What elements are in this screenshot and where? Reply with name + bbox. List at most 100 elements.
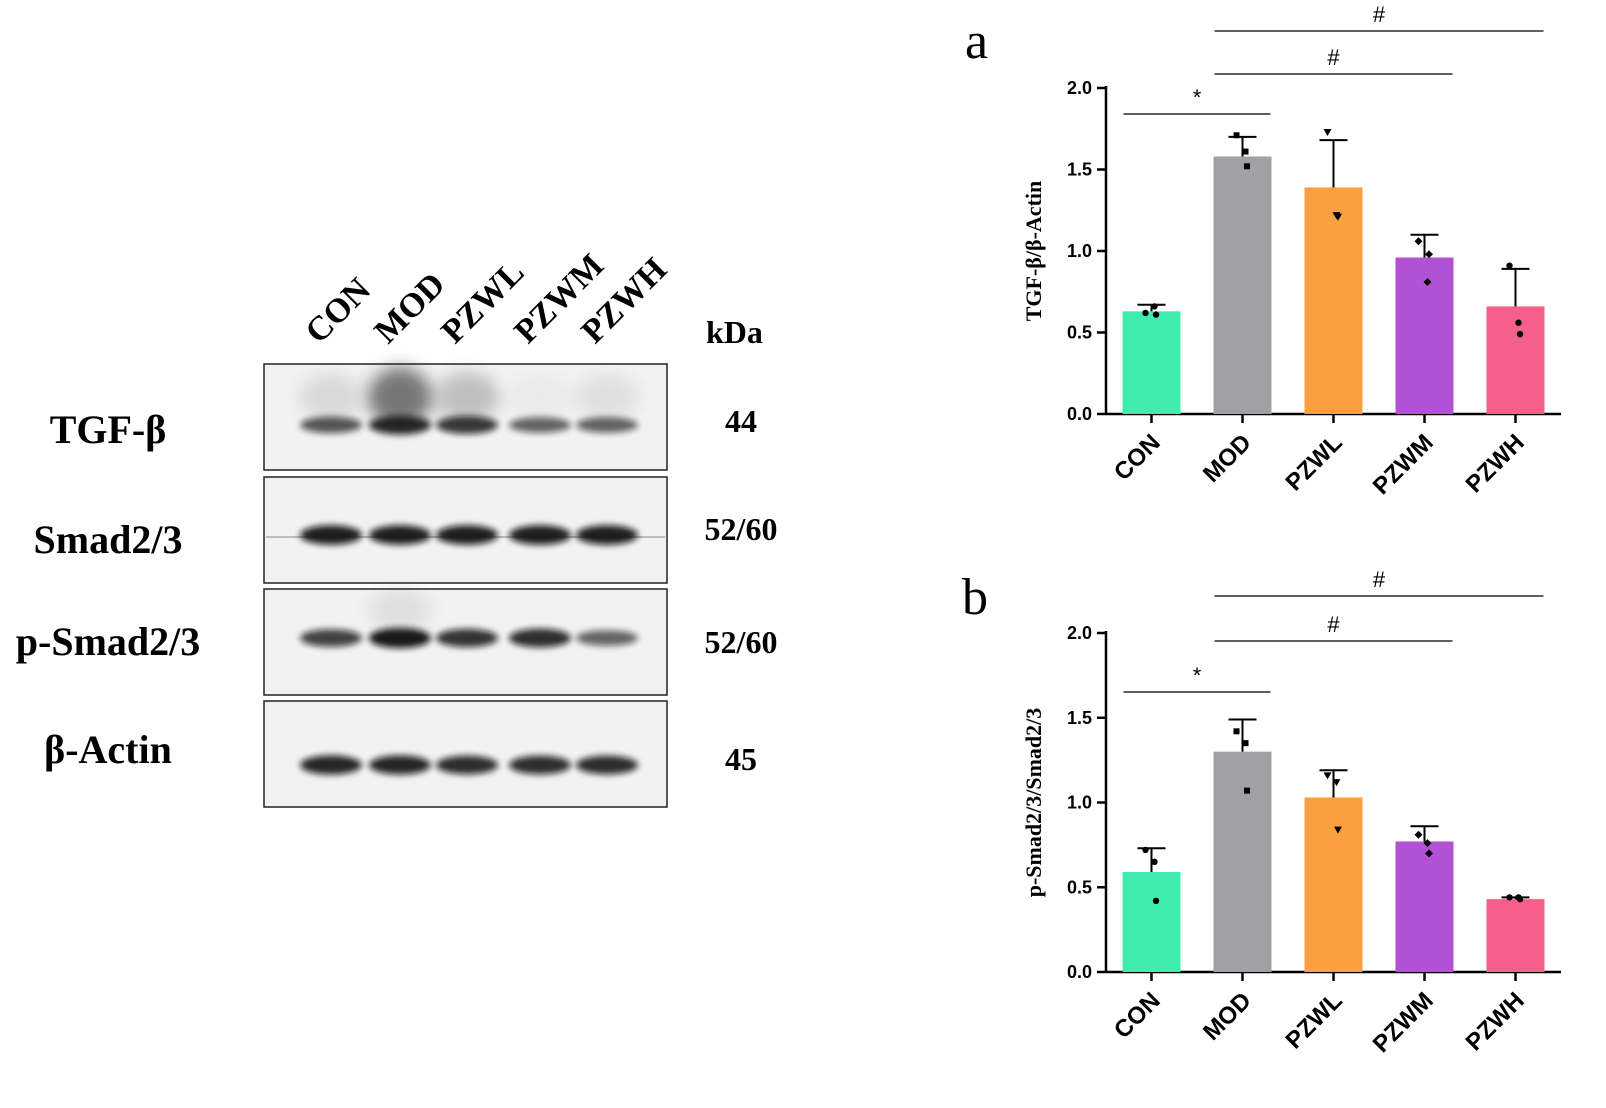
data-point	[1152, 897, 1160, 905]
y-tick-label: 0.0	[1067, 404, 1092, 424]
data-point	[1142, 309, 1149, 317]
data-point	[1233, 132, 1240, 139]
data-point	[1152, 311, 1160, 318]
lane-label-con: CON	[298, 271, 378, 351]
bar-mod	[1213, 156, 1272, 414]
bar-pzwl	[1304, 797, 1363, 972]
x-tick-label: MOD	[1198, 987, 1257, 1046]
data-point	[1425, 250, 1433, 259]
bar-mod	[1213, 751, 1272, 972]
significance-marker: #	[1373, 2, 1386, 27]
bar-con	[1122, 871, 1181, 972]
x-tick-label: PZWH	[1461, 429, 1530, 498]
kda-value: 45	[725, 741, 757, 777]
protein-label: p-Smad2/3	[16, 619, 201, 664]
y-tick-label: 2.0	[1067, 623, 1092, 643]
data-point	[1506, 262, 1513, 269]
blot-band	[436, 755, 498, 775]
data-point	[1332, 212, 1341, 220]
data-point	[1515, 894, 1522, 901]
blot-smear	[508, 374, 572, 420]
blot-band	[300, 416, 362, 434]
bar-pzwl	[1304, 187, 1363, 414]
kda-value: 44	[725, 403, 757, 439]
blot-smear	[299, 373, 363, 421]
data-point	[1242, 148, 1249, 155]
x-tick-label: PZWL	[1281, 429, 1348, 496]
y-tick-label: 1.0	[1067, 241, 1092, 261]
y-tick-label: 0.5	[1067, 323, 1092, 343]
blot-band	[509, 417, 571, 433]
data-point	[1242, 740, 1249, 747]
data-point	[1423, 839, 1432, 848]
data-point	[1151, 858, 1158, 866]
data-point	[1414, 830, 1423, 839]
blot-smear	[435, 372, 499, 422]
blot-row-3	[263, 587, 668, 696]
blot-band	[576, 630, 638, 646]
blot-band	[509, 525, 571, 545]
x-tick-label: PZWH	[1461, 987, 1530, 1056]
protein-label: β-Actin	[44, 727, 172, 772]
y-tick-label: 1.5	[1067, 708, 1092, 728]
blot-smear	[575, 374, 639, 420]
blot-band	[576, 417, 638, 433]
x-tick-label: MOD	[1198, 429, 1257, 488]
blot-band	[369, 525, 431, 545]
data-point	[1515, 319, 1522, 326]
blot-band	[300, 525, 362, 545]
significance-marker: #	[1327, 45, 1340, 70]
blot-row-1	[263, 363, 668, 471]
protein-label: Smad2/3	[34, 517, 183, 562]
data-point	[1332, 779, 1341, 787]
y-tick-label: 1.0	[1067, 793, 1092, 813]
blot-row-4	[263, 700, 668, 808]
y-axis-label: TGF-β/β-Actin	[1021, 181, 1046, 322]
data-point	[1323, 129, 1332, 137]
data-point	[1244, 163, 1250, 170]
y-tick-label: 1.5	[1067, 160, 1092, 180]
significance-marker: *	[1193, 663, 1202, 688]
blot-band	[509, 628, 571, 648]
lane-label-pzwl: PZWL	[434, 254, 531, 351]
data-point	[1142, 846, 1149, 854]
blot-band	[436, 525, 498, 545]
bar-chart-b: b 0.0 0.5 1.0 1.5 2.0 p-Smad2/3/Smad2/3 CON MOD…	[962, 567, 1561, 1058]
blot-band	[576, 525, 638, 545]
kda-value: 52/60	[705, 624, 778, 660]
blot-band	[509, 755, 571, 775]
kda-value: 52/60	[705, 511, 778, 547]
blot-smear	[368, 367, 432, 427]
data-point	[1506, 894, 1513, 901]
blot-band	[369, 755, 431, 775]
bar-chart-a: a 0.0 0.5 1.0 1.5 2.0 TGF-β/β-Actin CON MOD PZWL…	[965, 2, 1561, 500]
kda-header: kDa	[706, 314, 763, 350]
blot-band	[576, 755, 638, 775]
blot-smear	[368, 587, 432, 633]
data-point	[1423, 277, 1432, 286]
data-point	[1414, 237, 1423, 246]
x-tick-label: CON	[1109, 429, 1166, 486]
significance-marker: #	[1327, 612, 1340, 637]
y-tick-label: 0.5	[1067, 877, 1092, 897]
blot-band	[436, 416, 498, 434]
panel-label-b: b	[962, 569, 988, 626]
bar-pzwm	[1395, 257, 1454, 414]
bar-pzwh	[1486, 306, 1545, 414]
blot-band	[369, 628, 431, 648]
data-point	[1233, 728, 1240, 735]
y-tick-label: 0.0	[1067, 962, 1092, 982]
data-point	[1334, 826, 1342, 834]
data-point	[1323, 772, 1332, 780]
protein-label: TGF-β	[50, 407, 167, 452]
x-tick-label: PZWM	[1368, 987, 1439, 1058]
y-tick-label: 2.0	[1067, 78, 1092, 98]
x-tick-label: PZWL	[1281, 987, 1348, 1054]
x-tick-label: CON	[1109, 987, 1166, 1044]
blot-band	[300, 629, 362, 647]
blot-band	[369, 415, 431, 435]
data-point	[1516, 330, 1524, 338]
blot-membrane	[263, 700, 668, 808]
data-point	[1425, 849, 1433, 858]
